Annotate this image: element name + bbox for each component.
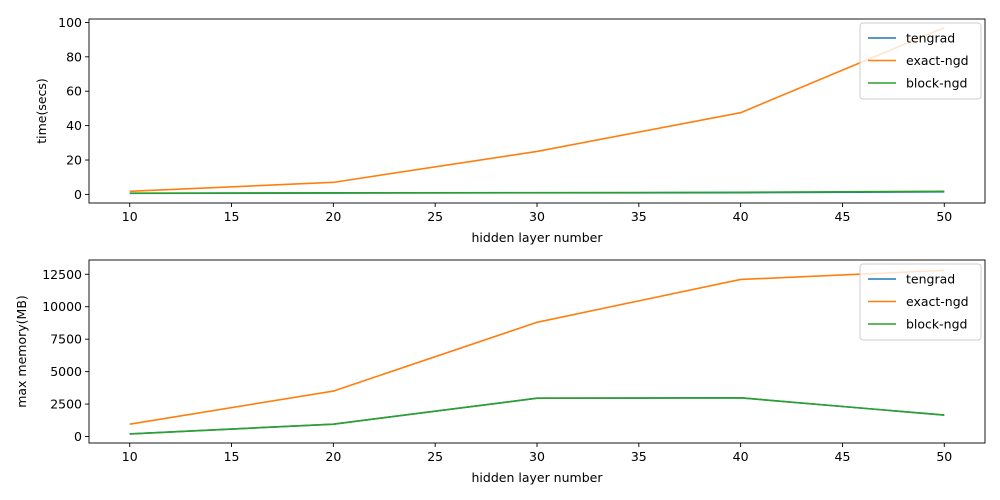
legend: tengrad exact-ngd block-ngd [859, 22, 982, 100]
x-tick-label: 35 [631, 449, 647, 464]
plot-frame [88, 18, 986, 204]
x-tick-label: 50 [936, 449, 952, 464]
legend-label-tengrad: tengrad [906, 31, 955, 46]
x-tick-label: 20 [325, 449, 341, 464]
y-tick-label: 12500 [42, 267, 82, 282]
y-tick-label: 10000 [42, 299, 82, 314]
legend-label-block-ngd: block-ngd [906, 76, 967, 91]
subplot-1: 10 15 20 25 30 35 40 45 50 0 20 40 60 80 100 hidden lay… [34, 15, 986, 245]
legend-label-tengrad: tengrad [906, 272, 955, 287]
plot-frame [88, 259, 986, 444]
y-axis-label: time(secs) [34, 78, 49, 144]
y-axis-label: max memory(MB) [14, 295, 29, 408]
x-tick-label: 40 [733, 449, 749, 464]
series-line-block-ngd [129, 397, 945, 435]
x-tick-label: 30 [529, 449, 545, 464]
y-tick-label: 0 [74, 187, 82, 202]
legend: tengrad exact-ngd block-ngd [859, 263, 982, 341]
x-tick-label: 50 [936, 209, 952, 224]
x-axis-label: hidden layer number [472, 470, 604, 485]
x-tick-label: 35 [631, 209, 647, 224]
x-tick-label: 10 [122, 449, 138, 464]
y-tick-label: 0 [74, 429, 82, 444]
x-tick-label: 45 [835, 449, 851, 464]
x-tick-label: 15 [224, 209, 240, 224]
subplot-2: 10 15 20 25 30 35 40 45 50 0 2500 5000 7500 10000 1250… [14, 259, 986, 485]
x-tick-label: 15 [224, 449, 240, 464]
x-tick-label: 25 [427, 449, 443, 464]
series-line-exact-ngd [129, 26, 945, 193]
x-tick-label: 10 [122, 209, 138, 224]
legend-label-block-ngd: block-ngd [906, 317, 967, 332]
x-tick-label: 40 [733, 209, 749, 224]
x-tick-label: 25 [427, 209, 443, 224]
y-tick-label: 80 [66, 49, 82, 64]
x-tick-label: 30 [529, 209, 545, 224]
y-tick-label: 5000 [50, 364, 82, 379]
x-tick-label: 45 [835, 209, 851, 224]
legend-box [859, 263, 982, 341]
legend-label-exact-ngd: exact-ngd [906, 53, 969, 68]
series-line-exact-ngd [129, 269, 945, 425]
legend-label-exact-ngd: exact-ngd [906, 294, 969, 309]
y-tick-label: 60 [66, 84, 82, 99]
y-tick-label: 2500 [50, 397, 82, 412]
x-axis-label: hidden layer number [472, 230, 604, 245]
y-tick-label: 100 [58, 15, 82, 30]
y-tick-label: 7500 [50, 332, 82, 347]
x-tick-label: 20 [325, 209, 341, 224]
y-tick-label: 20 [66, 153, 82, 168]
y-tick-label: 40 [66, 118, 82, 133]
legend-box [859, 22, 982, 100]
series-line-block-ngd [129, 190, 945, 194]
